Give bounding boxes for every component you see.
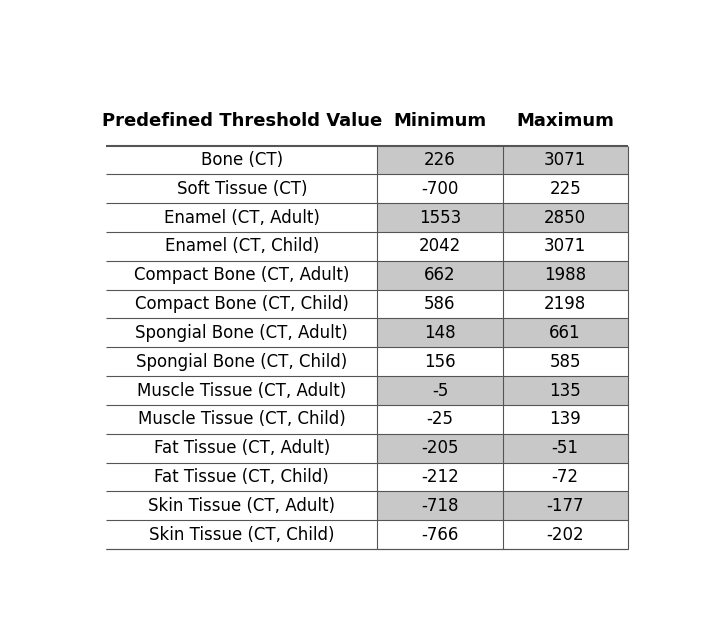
Text: Bone (CT): Bone (CT) (200, 151, 283, 169)
Text: Muscle Tissue (CT, Adult): Muscle Tissue (CT, Adult) (137, 381, 347, 399)
Text: Spongial Bone (CT, Child): Spongial Bone (CT, Child) (136, 353, 347, 371)
Bar (377, 491, 503, 520)
Bar (106, 434, 377, 463)
Bar (503, 232, 628, 261)
Bar (377, 318, 503, 347)
Text: 3071: 3071 (544, 238, 586, 256)
Bar (106, 146, 377, 174)
Bar (503, 434, 628, 463)
Bar (106, 318, 377, 347)
Text: Maximum: Maximum (516, 112, 614, 130)
Text: -700: -700 (421, 180, 459, 198)
Text: Enamel (CT, Child): Enamel (CT, Child) (165, 238, 319, 256)
Bar (106, 405, 377, 434)
Text: Compact Bone (CT, Adult): Compact Bone (CT, Adult) (134, 266, 349, 284)
Bar (377, 520, 503, 549)
Text: 661: 661 (549, 324, 581, 342)
Text: 1988: 1988 (544, 266, 586, 284)
Bar (503, 463, 628, 491)
Bar (377, 232, 503, 261)
Text: Skin Tissue (CT, Child): Skin Tissue (CT, Child) (149, 526, 334, 544)
Bar (377, 174, 503, 203)
Text: Skin Tissue (CT, Adult): Skin Tissue (CT, Adult) (148, 497, 335, 515)
Text: -202: -202 (546, 526, 584, 544)
Text: -51: -51 (551, 439, 579, 457)
Text: -212: -212 (421, 468, 459, 486)
Bar (377, 463, 503, 491)
Text: 148: 148 (424, 324, 456, 342)
Bar (106, 232, 377, 261)
Text: Soft Tissue (CT): Soft Tissue (CT) (177, 180, 307, 198)
Bar (377, 405, 503, 434)
Bar (503, 348, 628, 376)
Text: Minimum: Minimum (393, 112, 487, 130)
Text: Enamel (CT, Adult): Enamel (CT, Adult) (164, 208, 320, 227)
Text: -72: -72 (551, 468, 579, 486)
Bar (503, 318, 628, 347)
Text: 225: 225 (549, 180, 581, 198)
Bar (503, 289, 628, 318)
Text: Muscle Tissue (CT, Child): Muscle Tissue (CT, Child) (138, 410, 346, 428)
Bar (503, 376, 628, 405)
Bar (503, 491, 628, 520)
Bar (503, 405, 628, 434)
Text: 226: 226 (424, 151, 456, 169)
Text: Fat Tissue (CT, Adult): Fat Tissue (CT, Adult) (154, 439, 330, 457)
Text: -205: -205 (421, 439, 459, 457)
Text: 135: 135 (549, 381, 581, 399)
Text: -25: -25 (427, 410, 453, 428)
Bar (503, 203, 628, 232)
Bar (503, 261, 628, 289)
Text: 2198: 2198 (544, 295, 586, 313)
Text: -718: -718 (421, 497, 459, 515)
Text: Predefined Threshold Value: Predefined Threshold Value (102, 112, 382, 130)
Text: -177: -177 (546, 497, 584, 515)
Text: 2042: 2042 (419, 238, 461, 256)
Bar (377, 434, 503, 463)
Text: 3071: 3071 (544, 151, 586, 169)
Text: Compact Bone (CT, Child): Compact Bone (CT, Child) (135, 295, 349, 313)
Bar (106, 289, 377, 318)
Bar (106, 376, 377, 405)
Text: 139: 139 (549, 410, 581, 428)
Text: 585: 585 (549, 353, 581, 371)
Bar (377, 203, 503, 232)
Bar (106, 348, 377, 376)
Bar (377, 146, 503, 174)
Bar (106, 491, 377, 520)
Bar (503, 146, 628, 174)
Bar (106, 203, 377, 232)
Text: 586: 586 (424, 295, 455, 313)
Text: -5: -5 (432, 381, 448, 399)
Bar (503, 520, 628, 549)
Bar (106, 463, 377, 491)
Bar (377, 261, 503, 289)
Bar (106, 520, 377, 549)
Text: 662: 662 (424, 266, 456, 284)
Text: 1553: 1553 (419, 208, 461, 227)
Text: Fat Tissue (CT, Child): Fat Tissue (CT, Child) (155, 468, 329, 486)
Text: 156: 156 (424, 353, 456, 371)
Text: Spongial Bone (CT, Adult): Spongial Bone (CT, Adult) (135, 324, 348, 342)
Bar (377, 376, 503, 405)
Bar (106, 174, 377, 203)
Bar (106, 261, 377, 289)
Text: 2850: 2850 (544, 208, 586, 227)
Bar (377, 289, 503, 318)
Bar (377, 348, 503, 376)
Bar (503, 174, 628, 203)
Text: -766: -766 (421, 526, 459, 544)
